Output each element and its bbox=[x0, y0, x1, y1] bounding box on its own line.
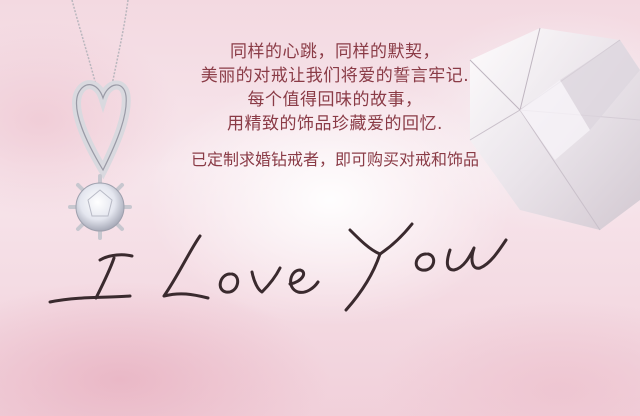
poem-line-2: 美丽的对戒让我们将爱的誓言牢记. bbox=[200, 66, 470, 86]
poem-line-1: 同样的心跳，同样的默契， bbox=[230, 42, 440, 62]
cta-text: 已定制求婚钻戒者，即可购买对戒和饰品 bbox=[190, 150, 479, 169]
poem-block: 同样的心跳，同样的默契， 美丽的对戒让我们将爱的誓言牢记. 每个值得回味的故事，… bbox=[150, 40, 520, 170]
poem-line-4: 用精致的饰品珍藏爱的回忆. bbox=[227, 114, 443, 134]
poem-line-3: 每个值得回味的故事， bbox=[247, 90, 423, 110]
i-love-you-script bbox=[48, 222, 508, 312]
